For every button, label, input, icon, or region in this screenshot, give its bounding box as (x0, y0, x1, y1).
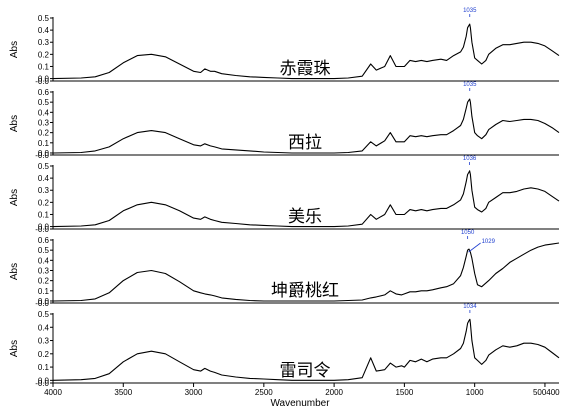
spectrum-panel: 0.60.50.40.3 0.20.10.0-0.0 Abs 1050 1029 坤爵桃红 (9, 230, 560, 308)
sample-name: 赤霞珠 (280, 59, 331, 79)
y-tick-label: 0.3 (38, 337, 50, 346)
y-tick-label: 0.3 (38, 38, 50, 47)
x-tick-label: 2000 (325, 388, 343, 397)
y-tick-label: 0.0 (38, 376, 50, 385)
x-tick-label: 3500 (114, 388, 132, 397)
x-tick-label: 1500 (395, 388, 413, 397)
y-tick-label: 0.4 (38, 108, 50, 117)
y-tick-label: 0.5 (38, 98, 50, 107)
y-tick-label: 0.4 (38, 26, 50, 35)
y-tick-label: -0.0 (35, 77, 49, 86)
y-tick-label: 0.3 (38, 118, 50, 127)
y-tick-label: 0.2 (38, 50, 50, 59)
peak-label: 1035 (463, 8, 477, 14)
y-tick-label: 0.5 (38, 246, 50, 255)
y-tick-label: 0.2 (38, 350, 50, 359)
y-axis-title: Abs (9, 263, 20, 280)
sample-name: 坤爵桃红 (271, 281, 339, 301)
spectrum-line (52, 242, 560, 302)
y-axis-title: Abs (9, 340, 20, 357)
y-tick-label: 0.5 (38, 162, 50, 171)
spectrum-panel: 0.5 0.4 0.3 0.2 0.1 0.0-0.0 Abs 1034 雷司令 (9, 304, 560, 388)
y-axis-title: Abs (9, 189, 20, 206)
y-tick-label: 0.6 (38, 88, 50, 97)
y-tick-label: 0.1 (38, 62, 50, 71)
y-tick-label: 0.0 (38, 297, 50, 306)
sample-name: 美乐 (288, 207, 322, 227)
spectrum-line (52, 318, 560, 381)
y-tick-label: 0.4 (38, 323, 50, 332)
y-tick-label: -0.0 (35, 225, 49, 234)
y-tick-label: 0.4 (38, 174, 50, 183)
y-tick-label: -0.0 (35, 379, 49, 388)
y-tick-label: 0.2 (38, 198, 50, 207)
y-tick-label: 0.5 (38, 310, 50, 319)
spectrum-panel: 0.5 0.4 0.3 0.2 0.1 0.0-0.0 Abs 1036 美乐 (9, 156, 560, 234)
y-tick-label: 0.3 (38, 186, 50, 195)
y-axis-title: Abs (9, 115, 20, 132)
y-tick-label: 0.1 (38, 139, 50, 148)
spectrum-line (52, 170, 560, 228)
y-tick-label: 0.2 (38, 129, 50, 138)
x-tick-label: 500400 (533, 388, 560, 397)
peak-label: 1036 (463, 156, 477, 162)
y-tick-label: 0.1 (38, 363, 50, 372)
y-axis-title: Abs (9, 41, 20, 58)
peak-label: 1050 (461, 230, 475, 236)
y-tick-label: 0.1 (38, 210, 50, 219)
y-tick-label: 0.1 (38, 287, 50, 296)
x-axis-title: Wavenumber (270, 398, 330, 409)
y-tick-label: 0.2 (38, 277, 50, 286)
spectrum-line (52, 23, 560, 80)
y-tick-label: 0.5 (38, 14, 50, 23)
spectra-panels: 0.50.40.30.20.10.0-0.0Abs1035赤霞珠0.60.50.… (9, 8, 560, 388)
y-tick-label: 0.6 (38, 236, 50, 245)
y-tick-label: 0.4 (38, 256, 50, 265)
peak-label: 1029 (482, 239, 496, 245)
peak-label: 1035 (463, 82, 477, 88)
y-tick-label: 0.0 (38, 149, 50, 158)
x-tick-label: 4000 (44, 388, 62, 397)
y-tick-label: 0.3 (38, 266, 50, 275)
y-tick-label: -0.0 (35, 151, 49, 160)
peak-label: 1034 (463, 304, 477, 310)
peak-marker (468, 242, 481, 253)
x-tick-label: 3000 (185, 388, 203, 397)
x-tick-label: 2500 (255, 388, 273, 397)
y-tick-label: 0.0 (38, 75, 50, 84)
sample-name: 雷司令 (280, 361, 331, 381)
spectrum-line (52, 98, 560, 154)
x-tick-label: 1000 (466, 388, 484, 397)
spectrum-panel: 0.60.50.40.3 0.20.10.0-0.0 Abs 1035 西拉 (9, 82, 560, 160)
y-tick-label: 0.0 (38, 223, 50, 232)
sample-name: 西拉 (288, 133, 322, 153)
x-axis: 4000 3500 3000 2500 2000 1500 1000 500400 (44, 383, 560, 397)
y-tick-label: -0.0 (35, 299, 49, 308)
spectrum-panel: 0.5 0.4 0.3 0.2 0.1 0.0-0.0 Abs 1035 赤霞珠 (9, 8, 560, 86)
